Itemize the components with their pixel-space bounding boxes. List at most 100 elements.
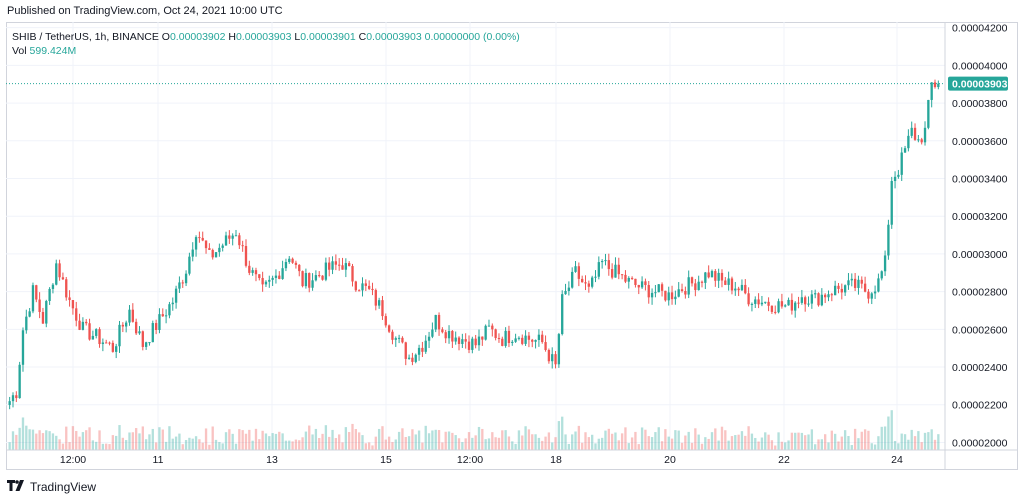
volume-legend[interactable]: Vol 599.424M: [12, 45, 76, 57]
candle-body: [124, 322, 128, 327]
candle-body: [308, 273, 311, 288]
candle-body: [138, 331, 141, 334]
candle-body: [820, 294, 824, 306]
candle-body: [870, 293, 873, 299]
published-caption: Published on TradingView.com, Oct 24, 20…: [7, 5, 283, 17]
volume-bar: [278, 431, 281, 450]
volume-bar: [664, 429, 667, 450]
candle-body: [517, 337, 521, 339]
brand-name: TradingView: [30, 480, 97, 494]
volume-bar: [141, 426, 144, 450]
candle-body: [853, 278, 857, 288]
candle-body: [421, 347, 424, 352]
volume-bar: [251, 440, 254, 450]
volume-bar: [454, 435, 457, 450]
volume-bar: [421, 442, 424, 450]
candle-body: [830, 294, 833, 296]
x-tick-label: 13: [266, 454, 278, 466]
candle-body: [384, 316, 387, 326]
candle-body: [254, 270, 258, 275]
candle-body: [770, 305, 774, 312]
time-axis: 12:00 11 13 15 12:00 18 20 22 24: [60, 454, 903, 466]
y-tick-label: 0.00003200: [952, 211, 1008, 223]
candle-body: [933, 82, 937, 88]
candle-body: [650, 292, 654, 298]
candle-body: [527, 335, 531, 340]
volume-bar: [744, 435, 747, 450]
volume-bar: [25, 425, 28, 450]
candle-body: [81, 321, 85, 330]
volume-bar: [384, 439, 387, 450]
legend-open-label: O: [161, 31, 170, 43]
volume-bar: [35, 433, 38, 450]
volume-bar: [893, 440, 897, 450]
candle-body: [634, 278, 637, 285]
volume-bars: [8, 410, 940, 450]
x-tick-label: 24: [891, 454, 903, 466]
candle-body: [367, 285, 371, 289]
candles: [8, 79, 940, 410]
volume-bar: [115, 435, 118, 450]
candle-body: [737, 288, 740, 291]
candle-body: [228, 235, 231, 239]
candle-body: [670, 292, 674, 300]
chart-frame[interactable]: [6, 22, 1018, 470]
candle-body: [823, 294, 827, 298]
volume-bar: [847, 435, 850, 450]
candle-body: [221, 245, 224, 248]
volume-bar: [767, 434, 770, 450]
legend-open-value: 0.00003902: [169, 31, 226, 43]
candle-body: [294, 262, 298, 265]
volume-bar: [464, 438, 467, 450]
volume-bar: [95, 441, 98, 450]
candle-body: [754, 299, 757, 304]
candle-body: [51, 284, 55, 289]
volume-bar: [561, 416, 564, 450]
candle-body: [48, 288, 51, 301]
candle-body: [357, 290, 361, 292]
volume-bar: [531, 434, 534, 450]
candle-body: [491, 325, 494, 330]
volume-bar: [288, 440, 291, 450]
volume-bar: [837, 441, 840, 450]
volume-bar: [823, 434, 827, 450]
candle-body: [587, 283, 591, 287]
candle-body: [35, 285, 38, 300]
candle-body: [903, 148, 907, 153]
volume-bar: [208, 444, 211, 450]
candle-body: [464, 339, 467, 342]
candle-body: [710, 271, 714, 278]
candle-body: [724, 280, 727, 285]
volume-bar: [201, 442, 204, 450]
candle-body: [887, 224, 890, 256]
volume-bar: [8, 442, 11, 450]
candle-body: [600, 261, 604, 263]
volume-bar: [341, 442, 344, 450]
candle-body: [907, 135, 910, 149]
candle-body: [537, 334, 541, 340]
volume-bar: [374, 436, 377, 450]
volume-bar: [930, 429, 933, 450]
candle-body: [597, 262, 600, 277]
volume-bar: [171, 438, 174, 450]
volume-bar: [311, 434, 314, 450]
candle-body: [148, 342, 151, 344]
volume-bar: [774, 445, 777, 450]
candle-body: [91, 335, 95, 340]
volume-bar: [507, 436, 511, 450]
volume-bar: [168, 426, 171, 450]
candle-body: [604, 260, 607, 262]
y-tick-label: 0.00002800: [952, 287, 1008, 299]
candle-body: [571, 271, 574, 288]
candle-body: [387, 325, 391, 332]
volume-bar: [61, 443, 65, 450]
volume-bar: [81, 432, 85, 450]
symbol-legend[interactable]: SHIB / TetherUS, 1h, BINANCE O0.00003902…: [12, 31, 520, 43]
candle-body: [757, 299, 760, 305]
candle-body: [208, 248, 211, 250]
tradingview-brand[interactable]: TradingView: [7, 480, 96, 494]
candle-body: [78, 320, 81, 330]
volume-bar: [291, 441, 294, 450]
volume-bar: [747, 426, 750, 450]
